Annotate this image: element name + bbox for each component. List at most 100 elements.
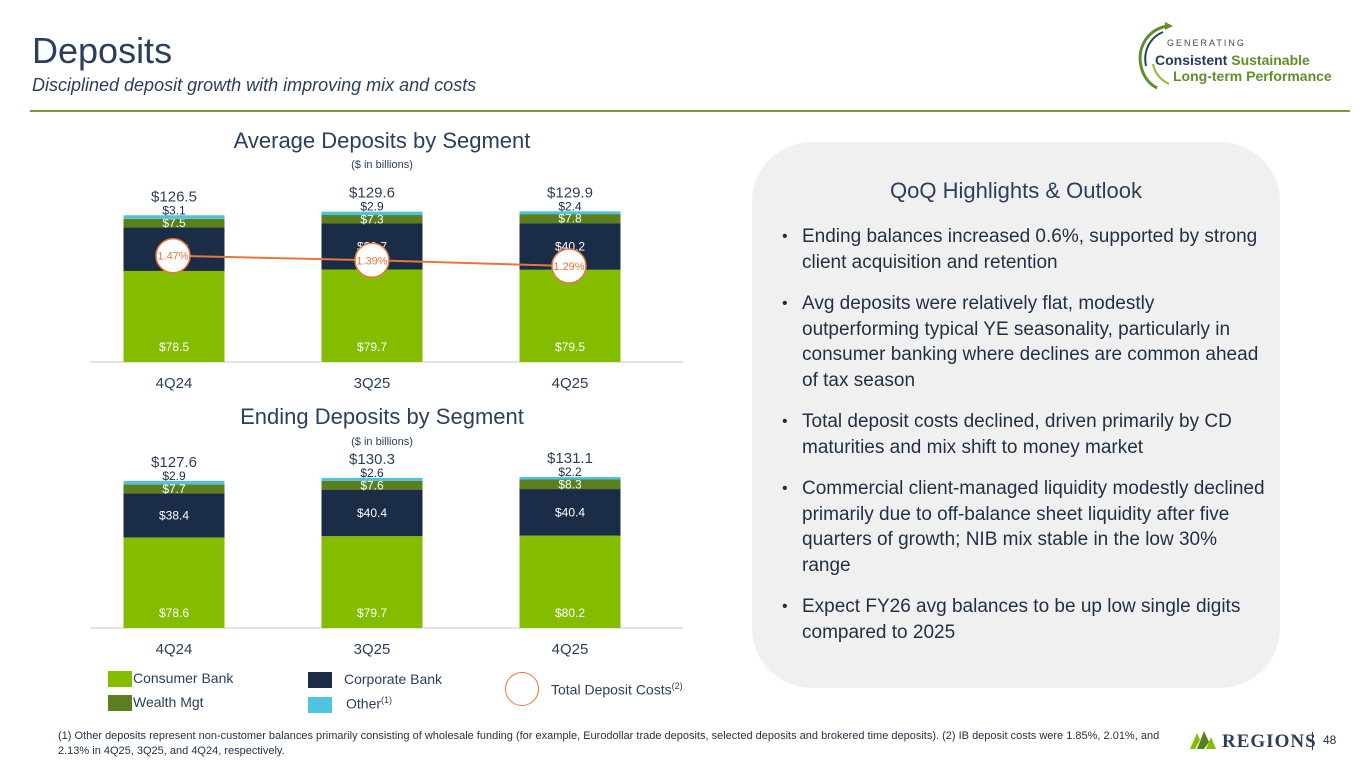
data-label-wealth: $8.3 xyxy=(558,477,582,491)
avg-chart-title: Average Deposits by Segment xyxy=(233,128,531,153)
end-deposits-chart: $78.6 $38.4 $7.7$2.9$127.6 4Q24 $79.7 $40.4 $7… xyxy=(90,450,683,658)
bar-other xyxy=(123,481,225,485)
tagline-logo: GENERATING Consistent Sustainable Long-t… xyxy=(1135,18,1350,98)
deposit-cost-marker xyxy=(155,237,191,274)
bar-consumer xyxy=(321,269,423,362)
highlight-bullet: Avg deposits were relatively flat, modes… xyxy=(776,291,1266,393)
logo-line-2: Long-term Performance xyxy=(1173,68,1332,84)
deposit-cost-label: 1.47% xyxy=(157,251,188,263)
bar-other xyxy=(519,211,621,215)
data-label-other: $3.1 xyxy=(162,203,186,217)
category-label: 3Q25 xyxy=(354,641,391,658)
end-chart-title: Ending Deposits by Segment xyxy=(240,404,524,429)
highlight-bullet: Expect FY26 avg balances to be up low si… xyxy=(776,594,1266,645)
data-label-wealth: $7.3 xyxy=(360,212,384,226)
data-label-consumer: $78.6 xyxy=(159,606,189,620)
regions-logo: REGIONS 48 xyxy=(1188,727,1348,753)
logo-word-sustainable: Sustainable xyxy=(1231,52,1310,68)
category-label: 4Q25 xyxy=(552,641,589,658)
data-label-consumer: $79.5 xyxy=(555,340,585,354)
data-label-corporate: $38.4 xyxy=(159,508,189,522)
data-label-other: $2.9 xyxy=(360,200,384,214)
highlight-bullet: Ending balances increased 0.6%, supporte… xyxy=(776,224,1266,275)
logo-word-consistent: Consistent xyxy=(1155,52,1228,68)
brand-separator xyxy=(1312,732,1313,750)
deposit-cost-label: 1.29% xyxy=(553,261,584,273)
total-label: $129.9 xyxy=(547,184,593,201)
total-label: $127.6 xyxy=(151,454,197,471)
data-label-corporate: $40.4 xyxy=(357,506,387,520)
total-label: $131.1 xyxy=(547,450,593,467)
total-label: $130.3 xyxy=(349,451,395,468)
highlights-title: QoQ Highlights & Outlook xyxy=(890,178,1142,203)
data-label-wealth: $7.6 xyxy=(360,478,384,492)
category-label: 3Q25 xyxy=(354,375,391,392)
data-label-wealth: $7.8 xyxy=(558,212,582,226)
highlights-panel: QoQ Highlights & Outlook Ending balances… xyxy=(752,142,1280,688)
logo-line-1: Consistent Sustainable xyxy=(1155,52,1310,68)
legend-consumer: Consumer Bank xyxy=(133,670,234,686)
bar-other xyxy=(123,215,225,219)
page-title: Deposits xyxy=(32,30,173,71)
bar-corporate xyxy=(321,489,423,537)
deposit-cost-marker xyxy=(551,248,587,284)
bar-consumer xyxy=(519,269,621,362)
legend-costs-label: Total Deposit Costs xyxy=(551,681,672,698)
page-number: 48 xyxy=(1323,733,1337,747)
highlights-list: Ending balances increased 0.6%, supporte… xyxy=(776,224,1266,661)
data-label-wealth: $7.5 xyxy=(162,216,186,230)
total-label: $129.6 xyxy=(349,185,395,202)
brand-name: REGIONS xyxy=(1222,731,1317,752)
bar-other xyxy=(321,211,423,216)
logo-line-generating: GENERATING xyxy=(1167,38,1246,48)
total-label: $126.5 xyxy=(151,188,197,205)
deposit-cost-marker xyxy=(354,242,390,279)
header-divider xyxy=(30,110,1350,112)
bar-wealth xyxy=(123,218,225,228)
data-label-consumer: $79.7 xyxy=(357,606,387,620)
category-label: 4Q25 xyxy=(552,375,589,392)
bar-wealth xyxy=(123,484,225,494)
bar-consumer xyxy=(123,537,225,628)
bar-wealth xyxy=(519,479,621,490)
data-label-wealth: $7.7 xyxy=(162,482,186,496)
bar-consumer xyxy=(321,536,423,628)
footnote: (1) Other deposits represent non-custome… xyxy=(58,730,1160,757)
highlight-bullet: Total deposit costs declined, driven pri… xyxy=(776,409,1266,460)
data-label-corporate: $40.4 xyxy=(555,505,585,519)
bar-wealth xyxy=(519,214,621,224)
bar-corporate xyxy=(123,493,225,538)
bar-corporate xyxy=(519,489,621,536)
highlight-bullet: Commercial client-managed liquidity mode… xyxy=(776,476,1266,578)
legend-swatch-corporate xyxy=(308,672,332,688)
bar-wealth xyxy=(321,215,423,224)
end-chart-subtitle: ($ in billions) xyxy=(351,436,413,448)
data-label-other: $2.9 xyxy=(162,469,186,483)
legend-wealth: Wealth Mgt xyxy=(133,694,204,710)
legend-swatch-other xyxy=(308,697,332,713)
data-label-other: $2.6 xyxy=(360,466,384,480)
legend-costs-sup: (2) xyxy=(671,681,683,691)
data-label-consumer: $78.5 xyxy=(159,340,189,354)
category-label: 4Q24 xyxy=(156,641,193,658)
data-label-consumer: $80.2 xyxy=(555,606,585,620)
legend-swatch-wealth xyxy=(108,695,132,711)
avg-chart-subtitle: ($ in billions) xyxy=(351,159,413,171)
avg-deposits-chart: $78.5$37.4$7.5$3.1$126.54Q24$79.7$39.7$7… xyxy=(90,184,683,392)
legend-cost-ring-icon xyxy=(505,672,539,706)
page-subtitle: Disciplined deposit growth with improvin… xyxy=(32,75,477,95)
deposit-cost-label: 1.39% xyxy=(356,255,387,267)
bar-wealth xyxy=(321,480,423,490)
bar-consumer xyxy=(123,270,225,362)
legend-swatch-consumer xyxy=(108,671,132,687)
data-label-other: $2.4 xyxy=(558,199,582,213)
legend-costs: Total Deposit Costs(2) xyxy=(551,681,683,698)
regions-leaf-icon xyxy=(1190,731,1216,749)
legend-other: Other(1) xyxy=(346,695,392,712)
bar-other xyxy=(321,477,423,481)
data-label-consumer: $79.7 xyxy=(357,340,387,354)
legend-other-sup: (1) xyxy=(381,695,393,705)
bar-other xyxy=(519,476,621,480)
category-label: 4Q24 xyxy=(156,375,193,392)
legend-other-label: Other xyxy=(346,695,382,712)
